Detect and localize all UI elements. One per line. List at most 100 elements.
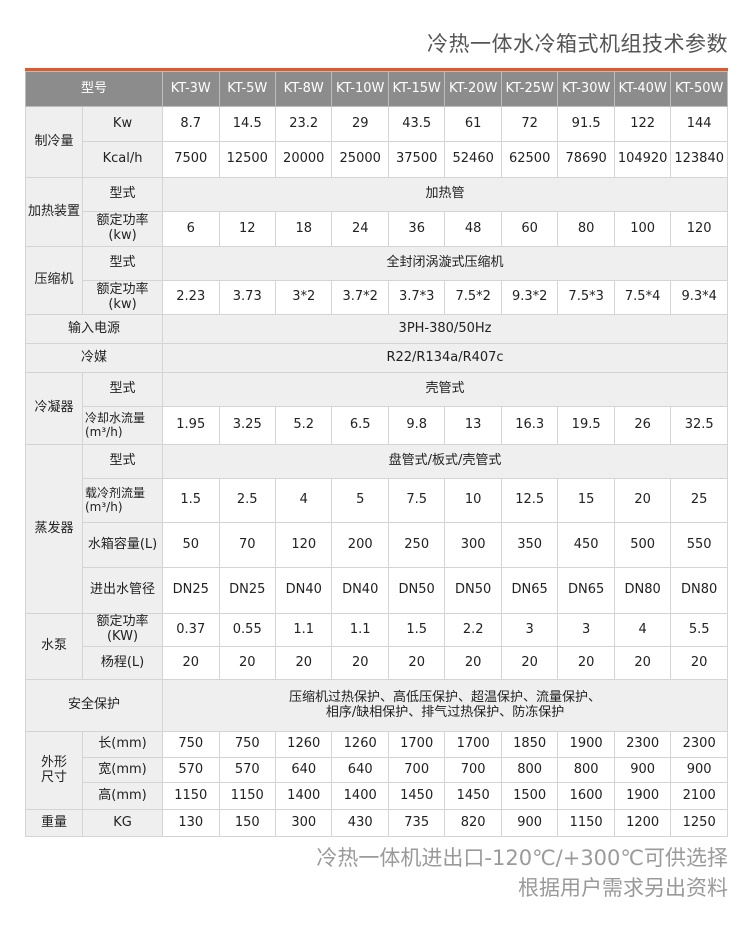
value-cell: 1900	[557, 731, 615, 758]
row-label: 高(mm)	[81, 782, 164, 810]
value-cell: 20	[218, 646, 276, 680]
value-cell: 144	[670, 106, 728, 142]
table-row: 额定功率(kw) 6 12 18 24 36 48 60 80 100 120	[26, 211, 728, 247]
value-cell: 900	[613, 757, 672, 783]
value-cell: DN80	[670, 567, 728, 614]
value-cell: 1.1	[331, 613, 389, 647]
value-cell: 60	[500, 211, 559, 247]
row-label: 型式	[81, 372, 164, 407]
value-cell: 900	[670, 757, 728, 783]
value-cell: DN40	[274, 567, 333, 614]
row-label: 长(mm)	[81, 731, 164, 758]
value-cell: 70	[218, 522, 276, 568]
value-cell: 0.37	[162, 613, 220, 647]
value-cell: 36	[387, 211, 446, 247]
value-cell: 300	[444, 522, 502, 568]
value-cell: 1600	[557, 782, 615, 810]
value-cell: 20	[162, 646, 220, 680]
value-cell: 32.5	[670, 406, 728, 445]
value-cell: 20	[444, 646, 502, 680]
table-row: 高(mm) 1150 1150 1400 1400 1450 1450 1500 1600 190…	[26, 782, 728, 810]
merged-value: 压缩机过热保护、高低压保护、超温保护、流量保护、 相序/缺相保护、排气过热保护、…	[162, 679, 728, 732]
value-cell: 78690	[557, 141, 615, 178]
header-row: 型号 KT-3W KT-5W KT-8W KT-10W KT-15W KT-20W KT-25…	[24, 71, 728, 107]
value-cell: 80	[557, 211, 615, 247]
value-cell: 122	[613, 106, 672, 142]
value-cell: 20	[613, 478, 672, 523]
row-label: 型式	[81, 177, 164, 212]
value-cell: 52460	[444, 141, 502, 178]
value-cell: DN65	[557, 567, 615, 614]
value-cell: 1700	[444, 731, 502, 758]
value-cell: 12500	[218, 141, 276, 178]
value-cell: 25000	[331, 141, 389, 178]
value-cell: 3.7*3	[387, 280, 446, 315]
group-label: 重量	[25, 809, 83, 837]
value-cell: 25	[670, 478, 728, 523]
value-cell: 7.5*2	[444, 280, 502, 315]
merged-value: 壳管式	[162, 372, 728, 407]
value-cell: 1500	[500, 782, 559, 810]
value-cell: 800	[557, 757, 615, 783]
group-label: 制冷量	[25, 106, 83, 178]
value-cell: 24	[331, 211, 389, 247]
value-cell: 640	[331, 757, 389, 783]
value-cell: 1.5	[162, 478, 220, 523]
value-cell: DN40	[331, 567, 389, 614]
header-model: KT-40W	[613, 71, 672, 107]
value-cell: 3*2	[274, 280, 333, 315]
value-cell: 900	[500, 809, 559, 837]
value-cell: 640	[274, 757, 333, 783]
merged-value: R22/R134a/R407c	[162, 343, 728, 373]
table-row: 加热装置 型式 加热管	[25, 177, 728, 247]
row-label: Kw	[81, 106, 164, 142]
value-cell: DN50	[444, 567, 502, 614]
value-cell: 20	[670, 646, 728, 680]
value-cell: 570	[162, 757, 220, 783]
value-cell: 18	[274, 211, 333, 247]
value-cell: 6	[162, 211, 220, 247]
group-label: 水泵	[25, 613, 83, 680]
value-cell: 2300	[613, 731, 672, 758]
value-cell: 20	[331, 646, 389, 680]
page-title: 冷热一体水冷箱式机组技术参数	[427, 32, 728, 56]
header-model: KT-25W	[500, 71, 559, 107]
table-row: 水箱容量(L) 50 70 120 200 250 300 350 450 500 550	[26, 522, 728, 568]
value-cell: 1260	[331, 731, 389, 758]
value-cell: DN65	[500, 567, 559, 614]
value-cell: 1700	[387, 731, 446, 758]
table-row: 水泵 额定功率(KW) 0.37 0.55 1.1 1.1 1.5 2.2 3 3 4 5.5	[25, 613, 728, 680]
value-cell: 4	[613, 613, 672, 647]
header-model: KT-3W	[162, 71, 220, 107]
header-model: KT-30W	[557, 71, 615, 107]
value-cell: 250	[387, 522, 446, 568]
value-cell: 2300	[670, 731, 728, 758]
value-cell: 20	[274, 646, 333, 680]
value-cell: 5.2	[274, 406, 333, 445]
value-cell: 3.25	[218, 406, 276, 445]
value-cell: 1400	[331, 782, 389, 810]
value-cell: 430	[331, 809, 389, 837]
value-cell: 7500	[162, 141, 220, 178]
value-cell: 150	[218, 809, 276, 837]
value-cell: 750	[162, 731, 220, 758]
value-cell: 16.3	[500, 406, 559, 445]
value-cell: 700	[444, 757, 502, 783]
value-cell: 1150	[162, 782, 220, 810]
value-cell: 200	[331, 522, 389, 568]
value-cell: 29	[331, 106, 389, 142]
table-row: 冷凝器 型式 壳管式	[25, 372, 728, 445]
header-model: KT-20W	[444, 71, 502, 107]
value-cell: 12	[218, 211, 276, 247]
group-label: 加热装置	[25, 177, 83, 247]
value-cell: 5.5	[670, 613, 728, 647]
value-cell: 3.73	[218, 280, 276, 315]
value-cell: 48	[444, 211, 502, 247]
row-label: 安全保护	[24, 679, 164, 732]
value-cell: 7.5*3	[557, 280, 615, 315]
value-cell: 500	[613, 522, 672, 568]
row-label: 杨程(L)	[81, 646, 164, 680]
header-model: KT-5W	[218, 71, 276, 107]
table-row: 宽(mm) 570 570 640 640 700 700 800 800 900 900	[26, 757, 728, 783]
table-row: 进出水管径 DN25 DN25 DN40 DN40 DN50 DN50 DN65 DN65 DN8…	[26, 567, 728, 614]
